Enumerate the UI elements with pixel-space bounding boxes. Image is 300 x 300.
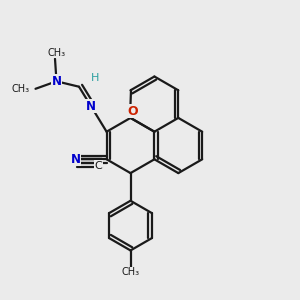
Text: H: H: [91, 73, 100, 83]
Text: N: N: [86, 100, 96, 113]
Text: CH₃: CH₃: [47, 48, 66, 58]
Text: CH₃: CH₃: [122, 267, 140, 277]
Text: O: O: [128, 105, 138, 118]
Text: N: N: [71, 153, 81, 166]
Text: N: N: [52, 75, 61, 88]
Text: C: C: [94, 161, 102, 171]
Text: CH₃: CH₃: [12, 84, 30, 94]
